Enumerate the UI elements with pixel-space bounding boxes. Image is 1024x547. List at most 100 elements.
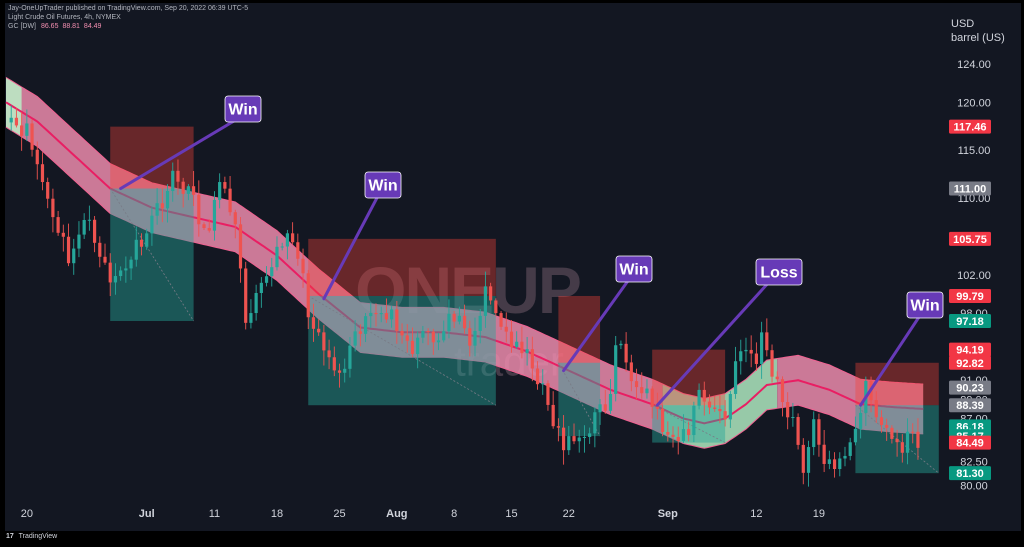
x-tick-0: 20 xyxy=(21,508,33,520)
candle-body xyxy=(46,182,50,199)
candle-body xyxy=(244,268,248,323)
callout-4: Loss xyxy=(755,258,803,286)
candle-body xyxy=(786,402,790,418)
candle-body xyxy=(916,431,920,448)
candle-body xyxy=(145,233,149,247)
candle-body xyxy=(296,242,300,259)
candle-body xyxy=(509,331,514,348)
candle-body xyxy=(285,233,289,247)
candle-body xyxy=(567,436,571,451)
candle-body xyxy=(56,217,60,233)
candle-body xyxy=(181,181,185,194)
candle-body xyxy=(900,442,904,453)
candle-body xyxy=(525,349,529,354)
candle-body xyxy=(348,345,352,369)
y-tick-10: 80.00 xyxy=(960,481,988,493)
candle-body xyxy=(374,312,378,315)
candle-body xyxy=(681,429,686,442)
callout-5-box xyxy=(906,291,944,319)
candle-body xyxy=(337,370,342,373)
price-label-6-bg xyxy=(949,355,991,370)
candle-body xyxy=(228,188,232,213)
candle-body xyxy=(259,282,263,294)
candle-body xyxy=(796,417,800,445)
candle-body xyxy=(624,343,628,363)
candle-body xyxy=(384,313,389,320)
candle-body xyxy=(744,349,748,352)
candle-body xyxy=(770,350,774,377)
candle-body xyxy=(176,170,180,182)
candle-body xyxy=(801,444,805,473)
candle-body xyxy=(687,429,691,436)
candle-body xyxy=(254,293,258,314)
candle-body xyxy=(655,406,659,409)
candle-body xyxy=(504,326,508,332)
y-tick-1: 120.00 xyxy=(957,97,991,109)
candle-body xyxy=(410,340,415,355)
indicator-value-2: 88.81 xyxy=(62,23,80,30)
candle-body xyxy=(462,315,467,329)
candle-body xyxy=(223,182,227,189)
y-tick-2: 115.00 xyxy=(958,145,991,157)
candle-body xyxy=(238,224,243,269)
candle-body xyxy=(35,149,39,165)
candle-body xyxy=(113,276,118,283)
candle-body xyxy=(775,376,779,380)
callout-3-box xyxy=(615,255,653,283)
axis-unit-currency: USD xyxy=(951,18,975,30)
setup-2-path-line xyxy=(308,295,497,406)
candle-body xyxy=(25,123,29,136)
candle-body xyxy=(541,383,545,385)
price-axis: 124.00120.00115.00110.00102.0098.0091.00… xyxy=(949,59,991,493)
setup-1-stop-zone xyxy=(110,126,194,189)
candle-body xyxy=(707,401,712,408)
candle-body xyxy=(103,256,107,263)
candle-body xyxy=(593,412,597,434)
callout-5: Win xyxy=(906,291,944,319)
candle-body xyxy=(671,434,675,437)
price-label-2-bg xyxy=(949,231,991,246)
band-bearish-segment-1 xyxy=(6,77,663,434)
x-tick-3: 18 xyxy=(271,508,283,520)
callout-5-label: Win xyxy=(910,298,939,315)
candle-body xyxy=(832,459,837,470)
x-tick-6: 8 xyxy=(451,508,457,520)
candle-body xyxy=(733,361,738,394)
price-label-1: 111.00 xyxy=(954,184,986,196)
candle-body xyxy=(812,419,816,448)
candle-body xyxy=(905,431,910,453)
candle-body xyxy=(827,459,831,464)
candle-body xyxy=(400,330,404,336)
candle-body xyxy=(728,393,732,420)
callout-1: Win xyxy=(224,95,262,123)
candle-body xyxy=(249,313,253,323)
candle-body xyxy=(202,224,206,228)
indicator-value-3: 84.49 xyxy=(83,23,102,30)
price-label-3: 99.79 xyxy=(956,291,984,303)
x-tick-2: 11 xyxy=(209,508,220,520)
candle-body xyxy=(77,234,81,249)
indicator-line[interactable]: GC [DW] 86.65 88.81 84.49 xyxy=(8,23,101,30)
candle-body xyxy=(82,219,86,235)
candle-body xyxy=(405,335,409,341)
candle-body xyxy=(702,389,706,402)
tradingview-footer[interactable]: 17 TradingView xyxy=(6,533,57,540)
candle-body xyxy=(92,219,97,243)
candle-body xyxy=(530,349,534,369)
candle-body xyxy=(306,273,310,318)
candle-body xyxy=(87,219,91,221)
symbol-line[interactable]: Light Crude Oil Futures, 4h, NYMEX xyxy=(8,14,121,21)
callout-4-pointer xyxy=(655,279,772,407)
candle-body xyxy=(30,123,34,150)
callout-2-box xyxy=(364,171,402,199)
candle-body xyxy=(582,436,587,438)
candle-body xyxy=(822,444,826,464)
candle-body xyxy=(853,428,858,443)
candle-body xyxy=(473,330,477,346)
candle-body xyxy=(317,328,321,333)
candle-body xyxy=(608,393,613,411)
candle-body xyxy=(765,332,769,351)
candle-body xyxy=(692,405,696,436)
price-label-8: 88.39 xyxy=(956,400,984,412)
